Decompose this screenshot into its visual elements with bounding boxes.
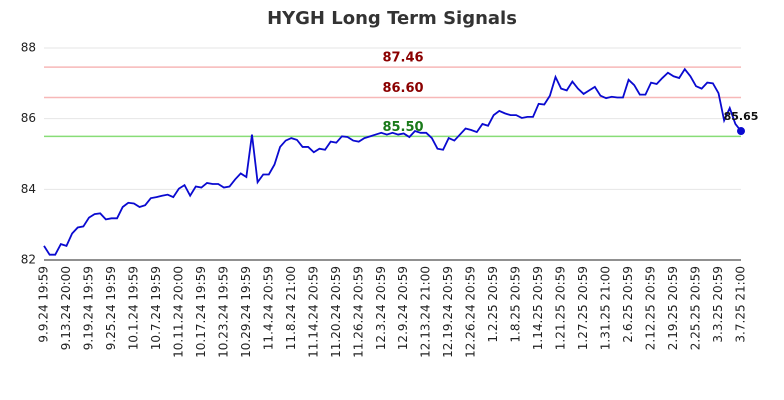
chart-title: HYGH Long Term Signals	[267, 8, 517, 29]
line	[43, 67, 742, 256]
x-tick-label: 2.6.25 20:59	[621, 266, 635, 343]
x-tick-label: 12.9.24 20:59	[396, 266, 410, 350]
reference-label: 87.46	[382, 51, 423, 66]
x-tick-label: 11.8.24 21:00	[284, 266, 298, 350]
x-tick-label: 3.3.25 20:59	[711, 266, 725, 343]
y-tick-label: 84	[21, 182, 36, 196]
x-tick-label: 10.17.24 19:59	[194, 266, 208, 358]
x-tick-label: 11.14.24 20:59	[306, 266, 320, 358]
x-tick-label: 9.19.24 19:59	[81, 266, 95, 350]
y-tick-label: 86	[21, 111, 36, 125]
x-tick-label: 1.27.25 20:59	[576, 266, 590, 350]
x-tick-label: 10.1.24 19:59	[126, 266, 140, 350]
x-tick-label: 1.2.25 20:59	[486, 266, 500, 343]
x-tick-label: 3.7.25 21:00	[734, 266, 748, 343]
x-tick-label: 1.21.25 20:59	[554, 266, 568, 350]
x-tick-label: 1.14.25 20:59	[531, 266, 545, 350]
x-tick-label: 12.19.24 20:59	[441, 266, 455, 358]
x-tick-label: 12.3.24 20:59	[374, 266, 388, 350]
x-tick-label: 12.26.24 20:59	[464, 266, 478, 358]
x-tick-label: 9.25.24 19:59	[104, 266, 118, 350]
y-tick-label: 82	[21, 253, 36, 267]
last-point	[737, 127, 745, 136]
x-tick-label: 9.9.24 19:59	[37, 266, 51, 343]
x-tick-label: 1.31.25 21:00	[599, 266, 613, 350]
x-tick-label: 10.11.24 20:00	[171, 266, 185, 358]
x-tick-label: 2.12.25 20:59	[644, 266, 658, 350]
last-value-label: 85.65	[724, 110, 759, 123]
x-tick-label: 10.7.24 19:59	[149, 266, 163, 350]
x-tick-label: 11.26.24 20:59	[351, 266, 365, 358]
reference-label: 85.50	[382, 120, 423, 135]
x-tick-label: 1.8.25 20:59	[509, 266, 523, 343]
x-tick-label: 9.13.24 20:00	[59, 266, 73, 350]
x-tick-label: 12.13.24 21:00	[419, 266, 433, 358]
x-tick-label: 2.19.25 20:59	[666, 266, 680, 350]
y-tick-label: 88	[21, 41, 36, 55]
reference-label: 86.60	[382, 81, 423, 96]
x-tick-label: 11.4.24 20:59	[261, 266, 275, 350]
x-tick-label: 10.23.24 19:59	[216, 266, 230, 358]
x-tick-label: 11.20.24 20:59	[329, 266, 343, 358]
x-tick-label: 10.29.24 19:59	[239, 266, 253, 358]
x-tick-label: 2.25.25 20:59	[689, 266, 703, 350]
